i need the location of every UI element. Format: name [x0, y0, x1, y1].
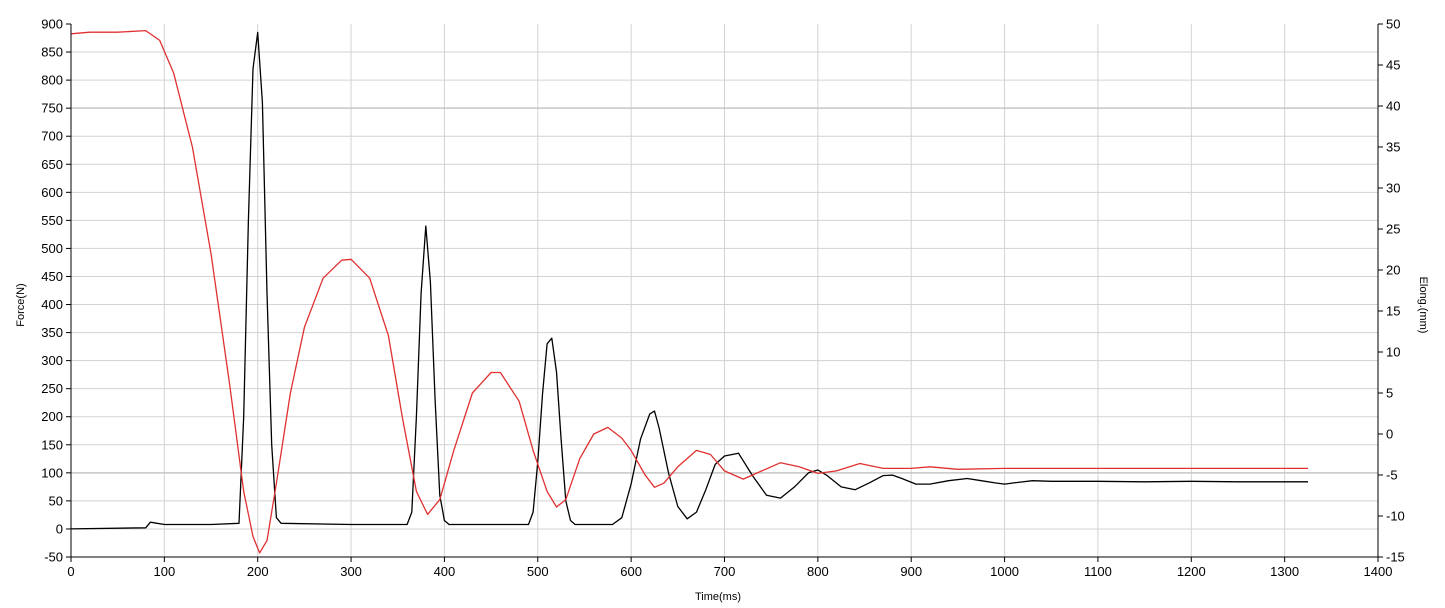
y-tick-label: 250 [41, 381, 63, 396]
x-tick-label: 700 [714, 564, 736, 579]
y-tick-label: 0 [56, 521, 63, 536]
x-tick-label: 400 [434, 564, 456, 579]
y2-tick-label: 25 [1386, 222, 1400, 237]
x-tick-label: 1300 [1270, 564, 1299, 579]
x-tick-label: 0 [67, 564, 74, 579]
y2-tick-label: -10 [1386, 509, 1405, 524]
y-tick-label: 100 [41, 465, 63, 480]
x-tick-label: 200 [247, 564, 269, 579]
axes [66, 23, 1383, 562]
y-tick-label: 50 [49, 493, 63, 508]
y2-tick-label: 30 [1386, 181, 1400, 196]
y-tick-label: 300 [41, 353, 63, 368]
y2-tick-label: 0 [1386, 427, 1393, 442]
elongation-series-line [70, 29, 1308, 554]
y-tick-label: 150 [41, 437, 63, 452]
y2-tick-label: -15 [1386, 550, 1405, 565]
x-tick-label: 900 [900, 564, 922, 579]
y-tick-label: 800 [41, 73, 63, 88]
y2-tick-label: 5 [1386, 386, 1393, 401]
y-tick-label: 900 [41, 17, 63, 32]
y2-tick-label: 15 [1386, 304, 1400, 319]
x-tick-label: 1100 [1084, 564, 1112, 579]
y2-axis-title: Elong.(mm) [1417, 277, 1429, 334]
x-tick-label: 1200 [1177, 564, 1206, 579]
tick-labels: 0 100 200 300 400 500 600 700 800 900 1000 1100 1200… [41, 17, 1405, 580]
y-tick-label: 400 [41, 297, 63, 312]
y2-tick-label: 20 [1386, 263, 1400, 278]
y-tick-label: 550 [41, 213, 63, 228]
x-tick-label: 1400 [1364, 564, 1393, 579]
y-tick-label: 650 [41, 157, 63, 172]
y2-tick-label: 40 [1386, 99, 1400, 114]
y-tick-label: 450 [41, 269, 63, 284]
y-tick-label: 600 [41, 185, 63, 200]
y-tick-label: -50 [44, 550, 63, 565]
y2-tick-label: 10 [1386, 345, 1400, 360]
y-axis-title: Force(N) [15, 283, 27, 326]
y-tick-label: 500 [41, 241, 63, 256]
y-tick-label: 850 [41, 45, 63, 60]
y-tick-label: 700 [41, 129, 63, 144]
y2-tick-label: 35 [1386, 140, 1400, 155]
x-axis-title: Time(ms) [695, 591, 741, 603]
y-tick-label: 750 [41, 101, 63, 116]
force-series-line [70, 31, 1308, 530]
grid [71, 24, 1378, 557]
x-tick-label: 800 [807, 564, 829, 579]
y-tick-label: 200 [41, 409, 63, 424]
x-tick-label: 100 [154, 564, 176, 579]
x-tick-label: 500 [527, 564, 549, 579]
x-tick-label: 600 [620, 564, 642, 579]
x-tick-label: 1000 [990, 564, 1019, 579]
x-tick-label: 300 [340, 564, 362, 579]
y2-tick-label: 45 [1386, 58, 1400, 73]
y2-tick-label: -5 [1386, 468, 1398, 483]
series-layer [70, 29, 1308, 554]
y-tick-label: 350 [41, 325, 63, 340]
y2-tick-label: 50 [1386, 17, 1400, 32]
